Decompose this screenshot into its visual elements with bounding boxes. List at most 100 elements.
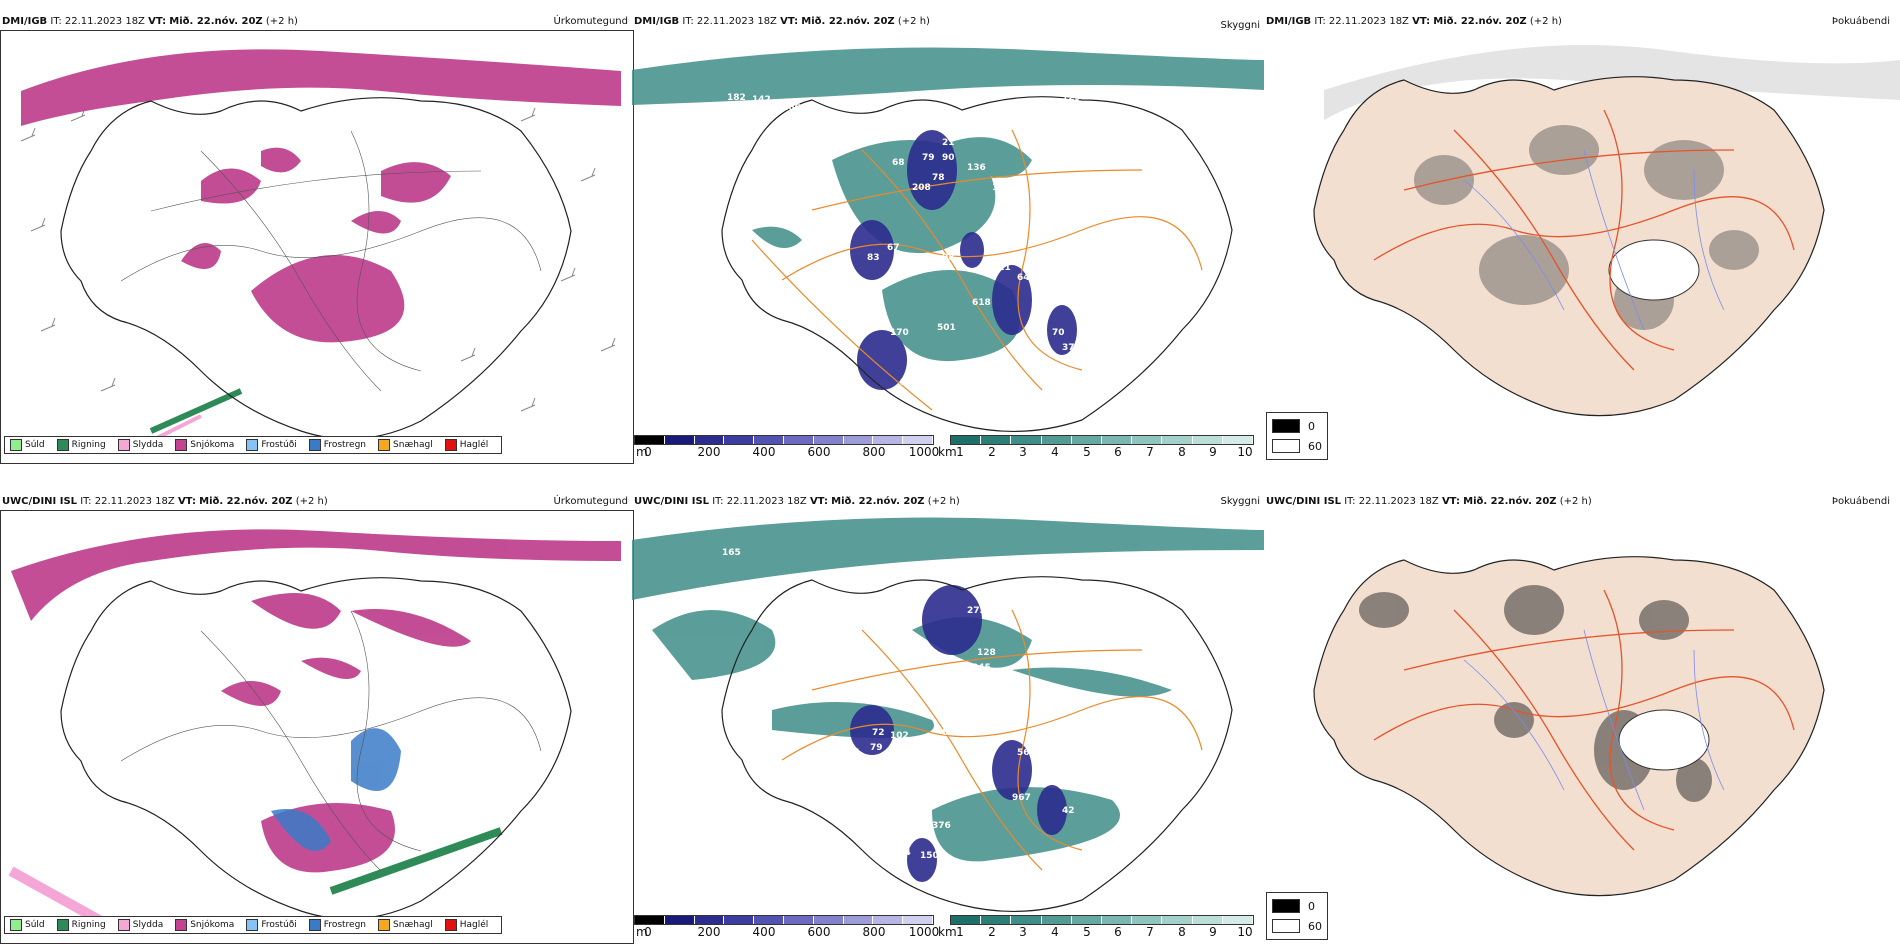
cbar-tick: 200 <box>697 445 721 459</box>
vis-label: 61 <box>1142 153 1155 163</box>
legend-item: Súld <box>10 439 45 451</box>
road-network <box>120 610 542 872</box>
precip-green-band <box>149 388 243 434</box>
panel-header: UWC/DINI ISL IT: 22.11.2023 18Z VT: Mið.… <box>2 496 328 507</box>
vis-label: 603 <box>977 358 996 368</box>
vis-label: 72 <box>872 728 885 738</box>
precip-panel-top: DMI/IGB IT: 22.11.2023 18Z VT: Mið. 22.n… <box>0 10 634 464</box>
vis-label: 21 <box>942 138 955 148</box>
legend-item: Snæhagl <box>378 919 433 931</box>
vis-label: 67 <box>887 243 900 253</box>
panel-header: UWC/DINI ISL IT: 22.11.2023 18Z VT: Mið.… <box>634 496 960 507</box>
cbar-tick: 5 <box>1083 445 1091 459</box>
cbar-tick: 400 <box>752 445 776 459</box>
panel-header: UWC/DINI ISL IT: 22.11.2023 18Z VT: Mið.… <box>1266 496 1592 507</box>
vis-label: 128 <box>977 648 996 658</box>
panel-header: DMI/IGB IT: 22.11.2023 18Z VT: Mið. 22.n… <box>634 16 930 27</box>
cbar-tick: 4 <box>1051 925 1059 939</box>
visibility-colorbar: km 1 2 3 4 5 6 7 8 9 10 <box>938 915 1254 939</box>
cbar-tick: 3 <box>1019 925 1027 939</box>
vis-label: 64 <box>1017 273 1030 283</box>
legend-item: Snjókoma <box>175 439 234 451</box>
legend-item: Slydda <box>117 919 163 931</box>
cbar-tick: 6 <box>1114 925 1122 939</box>
vis-label: 150 <box>920 851 939 861</box>
frost-rain-fields <box>271 728 401 851</box>
cbar-tick: 10 <box>1237 445 1253 459</box>
fog-panel-top: DMI/IGB IT: 22.11.2023 18Z VT: Mið. 22.n… <box>1264 10 1900 462</box>
visibility-colorbar: km 1 2 3 4 5 6 7 8 9 10 <box>938 435 1254 459</box>
cbar-tick: 1 <box>956 445 964 459</box>
legend-item: Súld <box>10 919 45 931</box>
vis-label: 166 <box>782 103 801 113</box>
vis-label: 618 <box>972 298 991 308</box>
precip-legend: Súld Rigning Slydda Snjókoma Frostúði Fr… <box>4 436 503 454</box>
vis-label: 68 <box>892 158 905 168</box>
visibility-map-bottom: 165 240 533 275 245 128 308 72 102 79 65… <box>632 517 1264 913</box>
cbar-tick: 7 <box>1146 925 1154 939</box>
cbar-strip <box>950 915 1254 925</box>
vis-label: 134 <box>1062 193 1081 203</box>
iceland-fill <box>1313 76 1825 417</box>
road-network <box>781 609 1203 871</box>
vis-label: 967 <box>1012 793 1031 803</box>
visibility-panel-top: DMI/IGB IT: 22.11.2023 18Z VT: Mið. 22.n… <box>632 10 1264 462</box>
vis-label: 376 <box>932 821 951 831</box>
vis-label: 128 <box>792 128 811 138</box>
vis-label: 165 <box>722 548 741 558</box>
legend-item: Frostregn <box>308 919 366 931</box>
vis-label: 79 <box>870 743 883 753</box>
precip-pink-band <box>8 866 104 926</box>
vis-label: 80 <box>942 728 955 738</box>
vis-label: 245 <box>972 663 991 673</box>
vis-label: 240 <box>902 603 921 613</box>
vis-label: 533 <box>992 603 1011 613</box>
cbar-tick: 3 <box>1019 445 1027 459</box>
cbar-unit: km <box>938 445 957 459</box>
vis-label: 501 <box>937 323 956 333</box>
cbar-tick: 2 <box>988 925 996 939</box>
vis-label: 308 <box>1042 698 1061 708</box>
panel-title: Þokuábendi <box>1831 496 1890 507</box>
river-network <box>1463 149 1725 331</box>
iceland-outline <box>721 576 1233 913</box>
cbar-tick: 4 <box>1051 445 1059 459</box>
visibility-labels: 165 240 533 275 245 128 308 72 102 79 65… <box>722 548 1075 861</box>
vis-label: 625 <box>672 228 691 238</box>
panel-title: Skyggni <box>1220 20 1260 31</box>
legend-item: Snjókoma <box>175 919 234 931</box>
vis-label: 74 <box>932 391 945 401</box>
panel-title: Þokuábendi <box>1831 16 1890 27</box>
vis-label: 208 <box>912 183 931 193</box>
vis-label: 142 <box>752 95 771 105</box>
cbar-tick: 1000 <box>908 445 940 459</box>
panel-header: DMI/IGB IT: 22.11.2023 18Z VT: Mið. 22.n… <box>1266 16 1562 27</box>
fog-map-bottom <box>1313 556 1825 897</box>
legend-item: Haglél <box>444 439 488 451</box>
vis-label: 170 <box>890 328 909 338</box>
cbar-strip <box>950 435 1254 445</box>
wind-barbs <box>20 107 616 412</box>
cbar-strip <box>634 915 934 925</box>
fog-legend: 0 60 <box>1266 412 1328 460</box>
vis-label: 98 <box>942 253 955 263</box>
cbar-tick: 800 <box>862 925 886 939</box>
vis-label: 311 <box>992 263 1011 273</box>
vis-label: 77 <box>902 808 915 818</box>
cbar-tick: 800 <box>862 445 886 459</box>
fog-legend: 0 60 <box>1266 892 1328 940</box>
road-network <box>120 130 542 392</box>
precip-legend: Súld Rigning Slydda Snjókoma Frostúði Fr… <box>4 916 503 934</box>
vis-label: 71 <box>842 278 855 288</box>
legend-item: Rigning <box>56 439 106 451</box>
cloud-base-fields <box>850 585 1067 882</box>
vis-label: 37 <box>1062 343 1075 353</box>
vis-label: 379 <box>712 268 731 278</box>
vis-label: 104 <box>892 848 911 858</box>
panel-header: DMI/IGB IT: 22.11.2023 18Z VT: Mið. 22.n… <box>2 16 298 27</box>
vis-label: 80 <box>900 378 913 388</box>
legend-item: Haglél <box>444 919 488 931</box>
panel-title: Úrkomutegund <box>553 496 628 507</box>
vis-label: 90 <box>942 153 955 163</box>
cbar-strip <box>634 435 934 445</box>
